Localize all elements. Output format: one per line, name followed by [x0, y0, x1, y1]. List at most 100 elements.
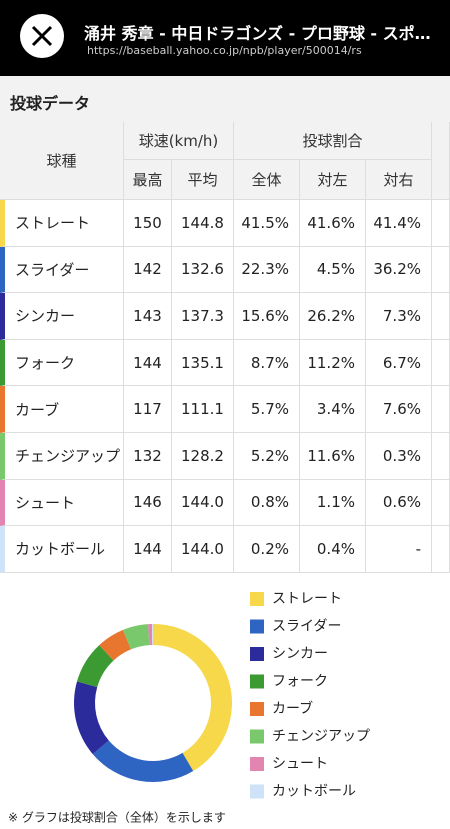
- cut-cell: [432, 246, 450, 294]
- table-cell: 144: [124, 339, 172, 387]
- table-cell: 8.7%: [234, 339, 300, 387]
- table-cell: 111.1: [172, 386, 234, 433]
- section-header: 投球データ: [0, 76, 450, 123]
- header-cell: 対右: [366, 160, 432, 200]
- table-cell: 144.0: [172, 526, 234, 573]
- table-cell: 146: [124, 479, 172, 527]
- table-cell: 7.3%: [366, 293, 432, 340]
- table-cell: 6.7%: [366, 339, 432, 387]
- pitch-name: シュート: [0, 479, 124, 527]
- header-cell: 最高: [124, 160, 172, 200]
- legend-label: シュート: [272, 756, 328, 772]
- pitch-name: チェンジアップ: [0, 433, 124, 480]
- table-cell: 7.6%: [366, 386, 432, 433]
- pitch-name: フォーク: [0, 339, 124, 387]
- close-icon: [31, 25, 53, 47]
- table-cell: 36.2%: [366, 246, 432, 294]
- header-cell: 球種: [0, 122, 124, 200]
- table-cell: 41.6%: [300, 200, 366, 247]
- legend-swatch: [250, 729, 264, 744]
- pitch-table: 球種 球速(km/h) 投球割合 最高 平均 全体 対左 対右 ストレート 150 144.8 41.…: [0, 122, 450, 577]
- legend-swatch: [250, 757, 264, 771]
- table-cell: 5.7%: [234, 386, 300, 433]
- footnote: ※ グラフは投球割合（全体）を示します: [8, 810, 226, 825]
- cut-cell: [432, 479, 450, 527]
- table-cell: 11.2%: [300, 339, 366, 387]
- header-cell: 全体: [234, 160, 300, 200]
- pitch-name: シンカー: [0, 293, 124, 340]
- pie-slice: [99, 629, 131, 661]
- pie-slice: [153, 624, 233, 771]
- header-cell: 対左: [300, 160, 366, 200]
- table-cell: 143: [124, 293, 172, 340]
- legend-swatch: [250, 592, 264, 606]
- pie-slice: [74, 681, 109, 755]
- pitch-name: スライダー: [0, 246, 124, 294]
- table-cell: 137.3: [172, 293, 234, 340]
- table-cell: 132.6: [172, 246, 234, 294]
- legend-swatch: [250, 619, 264, 634]
- page-title: 涌井 秀章 - 中日ドラゴンズ - プロ野球 - スポ…: [84, 24, 431, 43]
- table-cell: 26.2%: [300, 293, 366, 340]
- table-cell: 144.0: [172, 479, 234, 527]
- legend-swatch: [250, 784, 264, 799]
- section-title: 投球データ: [10, 94, 91, 113]
- pie-slice: [76, 645, 114, 688]
- legend-label: ストレート: [272, 591, 342, 607]
- table-cell: 144.8: [172, 200, 234, 247]
- table-cell: 0.8%: [234, 479, 300, 527]
- table-cell: 4.5%: [300, 246, 366, 294]
- table-cell: 150: [124, 200, 172, 247]
- table-cell: 0.6%: [366, 479, 432, 527]
- page-url: https://baseball.yahoo.co.jp/npb/player/…: [87, 44, 362, 57]
- table-cell: 0.3%: [366, 433, 432, 480]
- pitch-name: ストレート: [0, 200, 124, 247]
- table-cell: 132: [124, 433, 172, 480]
- browser-bar: 涌井 秀章 - 中日ドラゴンズ - プロ野球 - スポ… https://bas…: [0, 0, 450, 76]
- cut-cell: [432, 293, 450, 340]
- cut-cell: [432, 433, 450, 480]
- table-cell: 41.4%: [366, 200, 432, 247]
- header-cell: 投球割合: [234, 122, 432, 160]
- legend-label: スライダー: [272, 619, 341, 635]
- table-cell: 22.3%: [234, 246, 300, 294]
- table-cell: 11.6%: [300, 433, 366, 480]
- legend-swatch: [250, 647, 264, 661]
- table-cell: 144: [124, 526, 172, 573]
- cut-cell: [432, 339, 450, 387]
- legend-swatch: [250, 674, 264, 689]
- table-cell: 15.6%: [234, 293, 300, 340]
- table-cell: 128.2: [172, 433, 234, 480]
- legend-label: シンカー: [272, 646, 328, 662]
- pitch-name: カットボール: [0, 526, 124, 573]
- table-cell: 0.2%: [234, 526, 300, 573]
- legend-label: カーブ: [272, 700, 313, 717]
- pie-slice: [152, 624, 153, 646]
- cut-cell: [432, 200, 450, 247]
- cut-cell: [432, 386, 450, 433]
- table-cell: 3.4%: [300, 386, 366, 433]
- header-cell: 平均: [172, 160, 234, 200]
- table-cell: 5.2%: [234, 433, 300, 480]
- table-cell: 1.1%: [300, 479, 366, 527]
- cut-column: [432, 122, 450, 200]
- table-cell: 142: [124, 246, 172, 294]
- legend-label: カットボール: [272, 784, 356, 800]
- table-cell: -: [366, 526, 432, 573]
- pie-slice: [92, 740, 194, 782]
- legend-label: フォーク: [272, 674, 328, 690]
- header-cell: 球速(km/h): [124, 122, 234, 160]
- cut-cell: [432, 526, 450, 573]
- pie-slice: [148, 624, 153, 646]
- legend-label: チェンジアップ: [272, 729, 370, 745]
- table-cell: 41.5%: [234, 200, 300, 247]
- pie-slice: [122, 624, 150, 650]
- pitch-name: カーブ: [0, 386, 124, 433]
- legend-swatch: [250, 702, 264, 716]
- table-cell: 135.1: [172, 339, 234, 387]
- table-cell: 0.4%: [300, 526, 366, 573]
- close-button[interactable]: [20, 14, 64, 58]
